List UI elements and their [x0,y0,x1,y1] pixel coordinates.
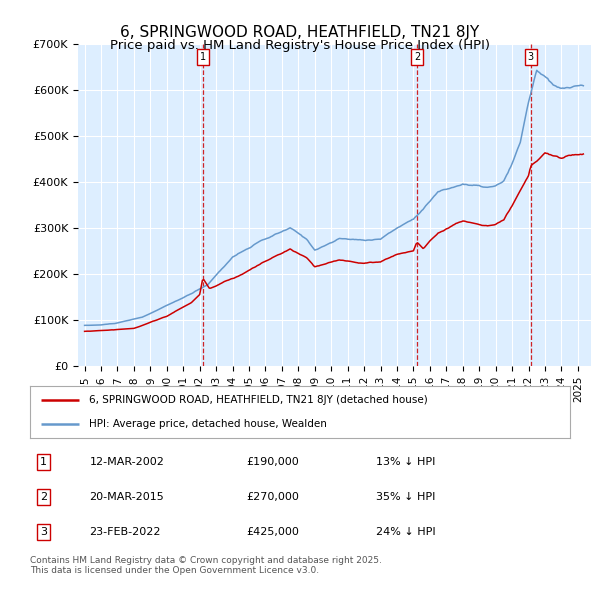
Text: 1: 1 [40,457,47,467]
Text: 2: 2 [414,52,420,62]
Text: 23-FEB-2022: 23-FEB-2022 [89,527,161,537]
Text: Contains HM Land Registry data © Crown copyright and database right 2025.
This d: Contains HM Land Registry data © Crown c… [30,556,382,575]
Text: 3: 3 [528,52,534,62]
Text: £190,000: £190,000 [246,457,299,467]
Text: 12-MAR-2002: 12-MAR-2002 [89,457,164,467]
Text: 24% ↓ HPI: 24% ↓ HPI [376,527,435,537]
Text: 1: 1 [200,52,206,62]
Text: 13% ↓ HPI: 13% ↓ HPI [376,457,435,467]
Text: 6, SPRINGWOOD ROAD, HEATHFIELD, TN21 8JY: 6, SPRINGWOOD ROAD, HEATHFIELD, TN21 8JY [121,25,479,40]
Text: 20-MAR-2015: 20-MAR-2015 [89,492,164,502]
Text: 3: 3 [40,527,47,537]
Text: £270,000: £270,000 [246,492,299,502]
Text: £425,000: £425,000 [246,527,299,537]
Text: 6, SPRINGWOOD ROAD, HEATHFIELD, TN21 8JY (detached house): 6, SPRINGWOOD ROAD, HEATHFIELD, TN21 8JY… [89,395,428,405]
Text: Price paid vs. HM Land Registry's House Price Index (HPI): Price paid vs. HM Land Registry's House … [110,39,490,52]
Text: 35% ↓ HPI: 35% ↓ HPI [376,492,435,502]
Text: 2: 2 [40,492,47,502]
Text: HPI: Average price, detached house, Wealden: HPI: Average price, detached house, Weal… [89,419,327,429]
